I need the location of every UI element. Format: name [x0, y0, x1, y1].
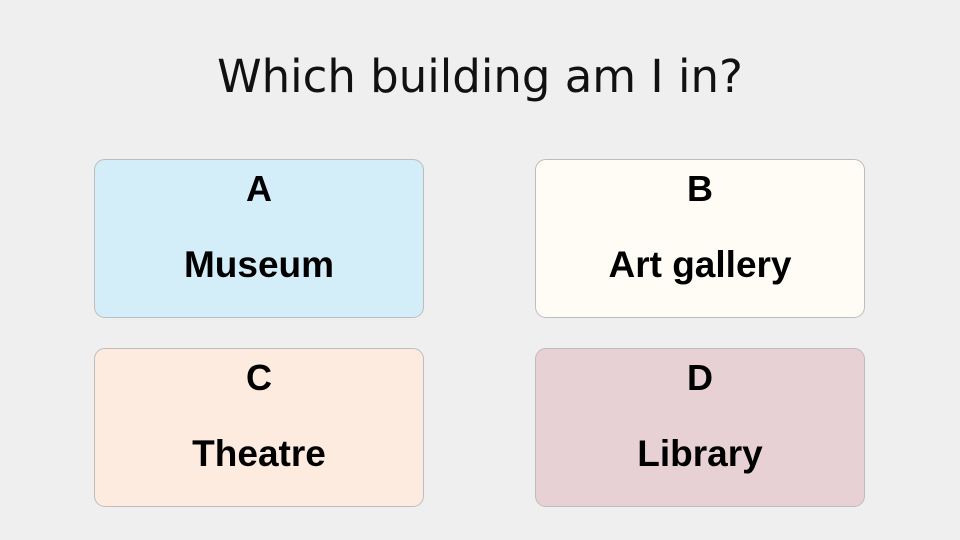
option-c-answer: Theatre	[192, 433, 326, 474]
question-title: Which building am I in?	[217, 50, 743, 103]
option-a-letter: A	[246, 168, 272, 209]
option-b-card[interactable]: B Art gallery	[535, 159, 865, 318]
option-d-letter: D	[687, 357, 713, 398]
option-d-card[interactable]: D Library	[535, 348, 865, 507]
option-a-card[interactable]: A Museum	[94, 159, 424, 318]
option-a-answer: Museum	[183, 244, 335, 285]
option-c-letter: C	[246, 357, 272, 398]
option-d-answer: Library	[637, 433, 763, 474]
option-b-letter: B	[687, 168, 713, 209]
option-b-answer: Art gallery	[608, 244, 792, 285]
option-c-card[interactable]: C Theatre	[94, 348, 424, 507]
